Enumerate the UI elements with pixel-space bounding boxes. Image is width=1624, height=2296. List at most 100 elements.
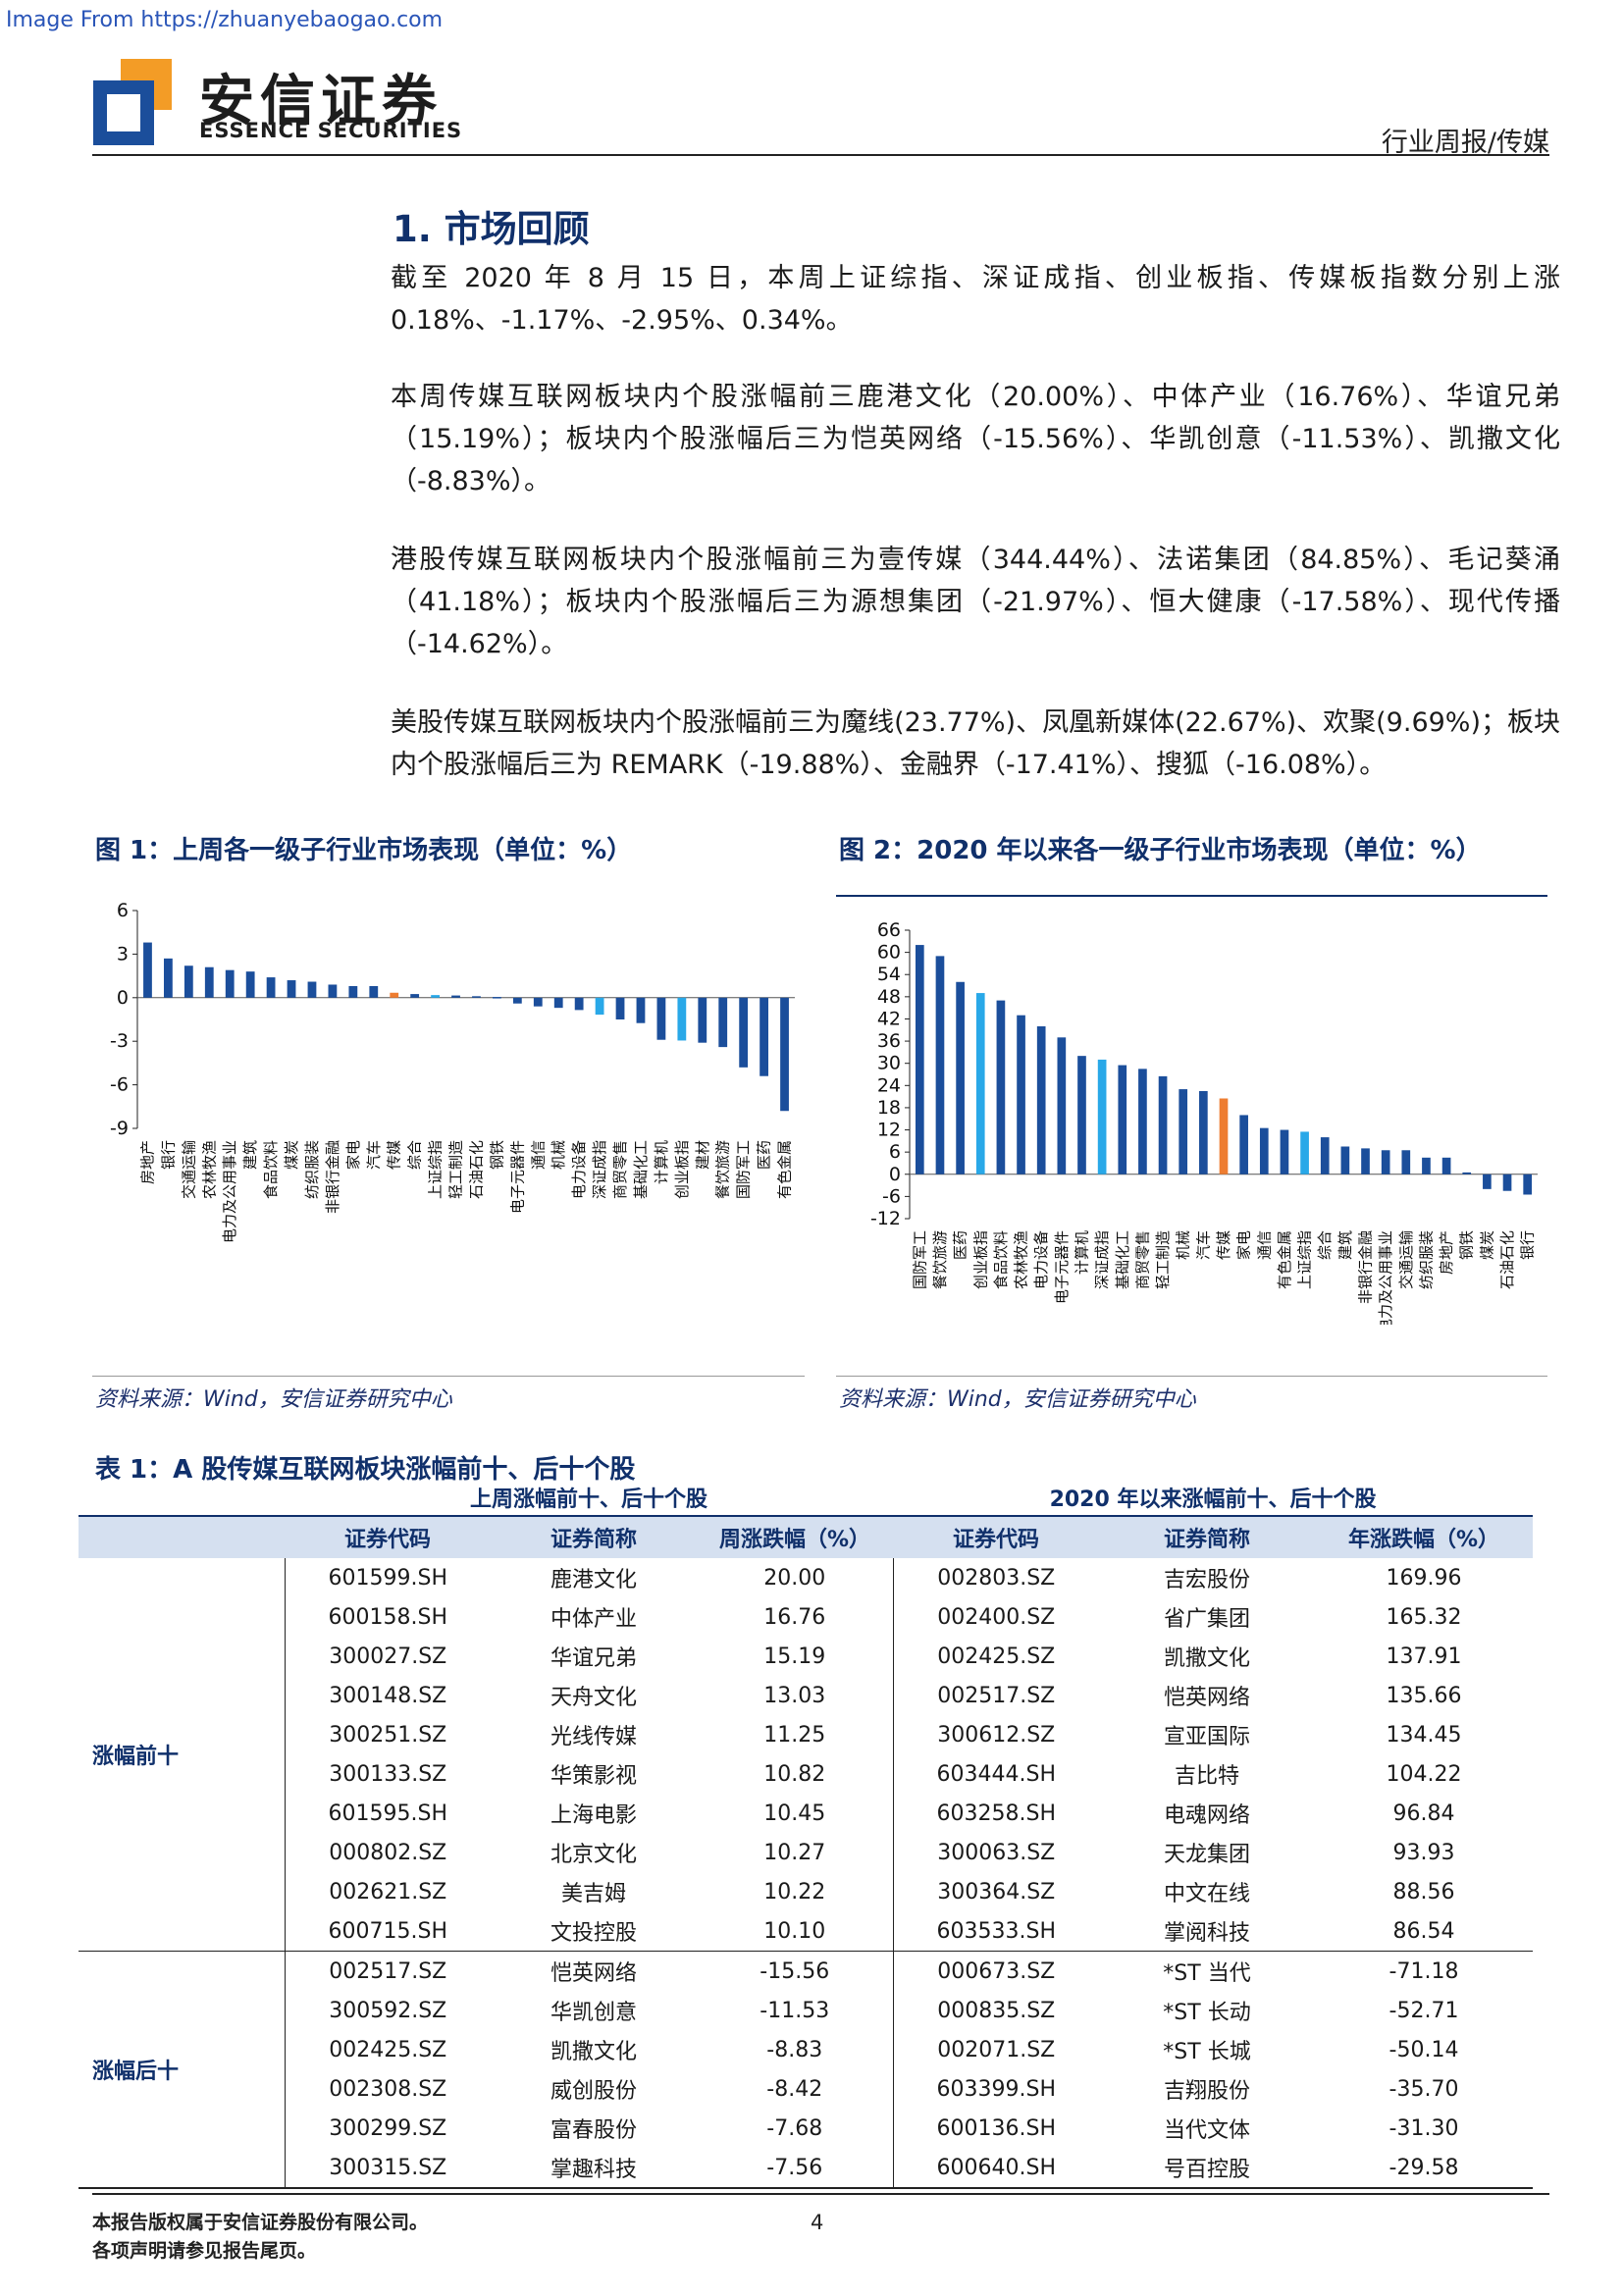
bar — [698, 997, 707, 1043]
week-change-cell: -8.42 — [766, 2076, 823, 2102]
paragraph-a-share: 本周传媒互联网板块内个股涨幅前三鹿港文化（20.00%）、中体产业（16.76%… — [391, 382, 1560, 496]
bar — [553, 997, 563, 1009]
category-label: 建筑 — [1336, 1230, 1354, 1260]
category-label: 家电 — [1235, 1230, 1253, 1260]
category-label: 有色金属 — [1276, 1230, 1293, 1289]
category-label: 上证综指 — [427, 1140, 445, 1199]
category-label: 综合 — [406, 1140, 424, 1170]
col-year-code: 证券代码 — [893, 1515, 1099, 1558]
group-year-header: 2020 年以来涨幅前十、后十个股 — [1049, 1487, 1377, 1512]
category-label: 机械 — [550, 1140, 567, 1170]
bar — [1483, 1174, 1492, 1189]
table-row: 002425.SZ 凯撒文化 -8.83 002071.SZ *ST 长城 -50.14 — [79, 2030, 1533, 2069]
label-bottom-ten: 涨幅后十 — [79, 1951, 286, 2189]
bar — [183, 965, 193, 998]
y-tick-label: 24 — [877, 1074, 901, 1096]
week-code-cell: 600158.SH — [328, 1604, 447, 1630]
year-code-cell: 600136.SH — [892, 2109, 1099, 2148]
bar — [1118, 1065, 1127, 1174]
bar — [493, 997, 501, 999]
table-row: 300299.SZ 富春股份 -7.68 600136.SH 当代文体 -31.30 — [79, 2109, 1533, 2148]
category-label: 创业板指 — [971, 1230, 989, 1289]
header-divider — [92, 154, 1549, 156]
category-label: 医药 — [952, 1230, 969, 1260]
group-week-header: 上周涨幅前十、后十个股 — [469, 1487, 707, 1512]
week-name-cell: 文投控股 — [550, 1921, 637, 1946]
category-label: 通信 — [529, 1140, 547, 1170]
bar — [390, 992, 399, 998]
week-change-cell: 10.45 — [763, 1800, 826, 1826]
year-name-cell: 省广集团 — [1163, 1607, 1250, 1632]
category-label: 电力设备 — [1032, 1230, 1050, 1289]
category-label: 石油石化 — [467, 1140, 485, 1199]
y-tick-label: 30 — [877, 1053, 901, 1074]
week-change-cell: 10.10 — [763, 1918, 826, 1944]
category-label: 银行 — [159, 1140, 177, 1170]
bar — [1340, 1146, 1350, 1174]
year-change-cell: 96.84 — [1392, 1800, 1455, 1826]
week-code-cell: 601595.SH — [328, 1800, 447, 1826]
paragraph-hk-share: 港股传媒互联网板块内个股涨幅前三为壹传媒（344.44%）、法诺集团（84.85… — [391, 545, 1560, 659]
week-change-cell: 16.76 — [763, 1604, 826, 1630]
year-name-cell: 中文在线 — [1163, 1882, 1250, 1906]
year-code-cell: 300364.SZ — [892, 1872, 1099, 1911]
report-category: 行业周报/传媒 — [1381, 128, 1549, 158]
bar — [1036, 1026, 1046, 1174]
year-code-cell: 000835.SZ — [892, 1991, 1099, 2030]
figure-2-bottom-rule — [836, 1376, 1547, 1377]
y-tick-label: -6 — [882, 1185, 901, 1207]
year-name-cell: 吉翔股份 — [1163, 2079, 1250, 2104]
bar — [1057, 1037, 1067, 1174]
year-name-cell: 吉宏股份 — [1163, 1568, 1250, 1592]
y-tick-label: 12 — [877, 1120, 901, 1141]
bar — [760, 997, 768, 1076]
category-label: 电子元器件 — [508, 1140, 526, 1214]
category-label: 食品饮料 — [262, 1140, 280, 1199]
year-change-cell: 169.96 — [1386, 1565, 1462, 1591]
bar — [615, 997, 625, 1019]
year-name-cell: *ST 长动 — [1163, 2001, 1251, 2025]
bar — [451, 995, 460, 998]
category-label: 建材 — [694, 1140, 711, 1170]
year-change-cell: 135.66 — [1386, 1683, 1462, 1708]
bar — [1219, 1098, 1229, 1174]
bar — [1300, 1131, 1309, 1174]
week-code-cell: 300027.SZ — [329, 1644, 447, 1669]
paragraph-index-summary: 截至 2020 年 8 月 15 日，本周上证综指、深证成指、创业板指、传媒板指… — [391, 263, 1560, 336]
year-change-cell: 137.91 — [1386, 1644, 1462, 1669]
week-change-cell: -15.56 — [697, 1951, 893, 1991]
bar — [1259, 1127, 1269, 1174]
year-code-cell: 002517.SZ — [892, 1676, 1099, 1715]
bar — [975, 993, 985, 1174]
year-change-cell: 86.54 — [1392, 1918, 1455, 1944]
y-tick-label: 18 — [877, 1097, 901, 1119]
year-change-cell: 165.32 — [1386, 1604, 1462, 1630]
week-change-cell: -7.56 — [697, 2148, 893, 2189]
bar — [1199, 1090, 1208, 1174]
bar — [1320, 1137, 1330, 1174]
source-watermark: Image From https://zhuanyebaogao.com — [6, 8, 444, 32]
category-label: 计算机 — [653, 1140, 670, 1184]
bar — [935, 956, 945, 1174]
table-1-title: 表 1：A 股传媒互联网板块涨幅前十、后十个股 — [95, 1455, 636, 1485]
category-label: 纺织服装 — [303, 1140, 321, 1199]
table-row: 300251.SZ 光线传媒 11.25 300612.SZ 宣亚国际 134.45 — [79, 1715, 1533, 1754]
category-label: 基础化工 — [1114, 1230, 1131, 1289]
category-label: 汽车 — [1194, 1230, 1212, 1260]
category-label: 钢铁 — [488, 1140, 505, 1170]
week-code-cell: 300299.SZ — [329, 2115, 447, 2141]
table-row: 300027.SZ 华谊兄弟 15.19 002425.SZ 凯撒文化 137.91 — [79, 1637, 1533, 1676]
category-label: 钢铁 — [1458, 1230, 1476, 1260]
bar — [225, 969, 235, 998]
year-change-cell: -31.30 — [1388, 2115, 1459, 2141]
figure-2-title: 图 2：2020 年以来各一级子行业市场表现（单位：%） — [839, 836, 1482, 865]
year-code-cell: 002400.SZ — [892, 1597, 1099, 1637]
year-change-cell: 88.56 — [1392, 1879, 1455, 1905]
bar — [915, 945, 924, 1174]
category-label: 农林牧渔 — [1013, 1230, 1030, 1289]
y-tick-label: 0 — [889, 1164, 901, 1185]
col-year-name: 证券简称 — [1099, 1515, 1315, 1558]
y-tick-label: 54 — [877, 964, 901, 985]
category-label: 交通运输 — [1397, 1230, 1415, 1289]
bar — [512, 997, 522, 1004]
